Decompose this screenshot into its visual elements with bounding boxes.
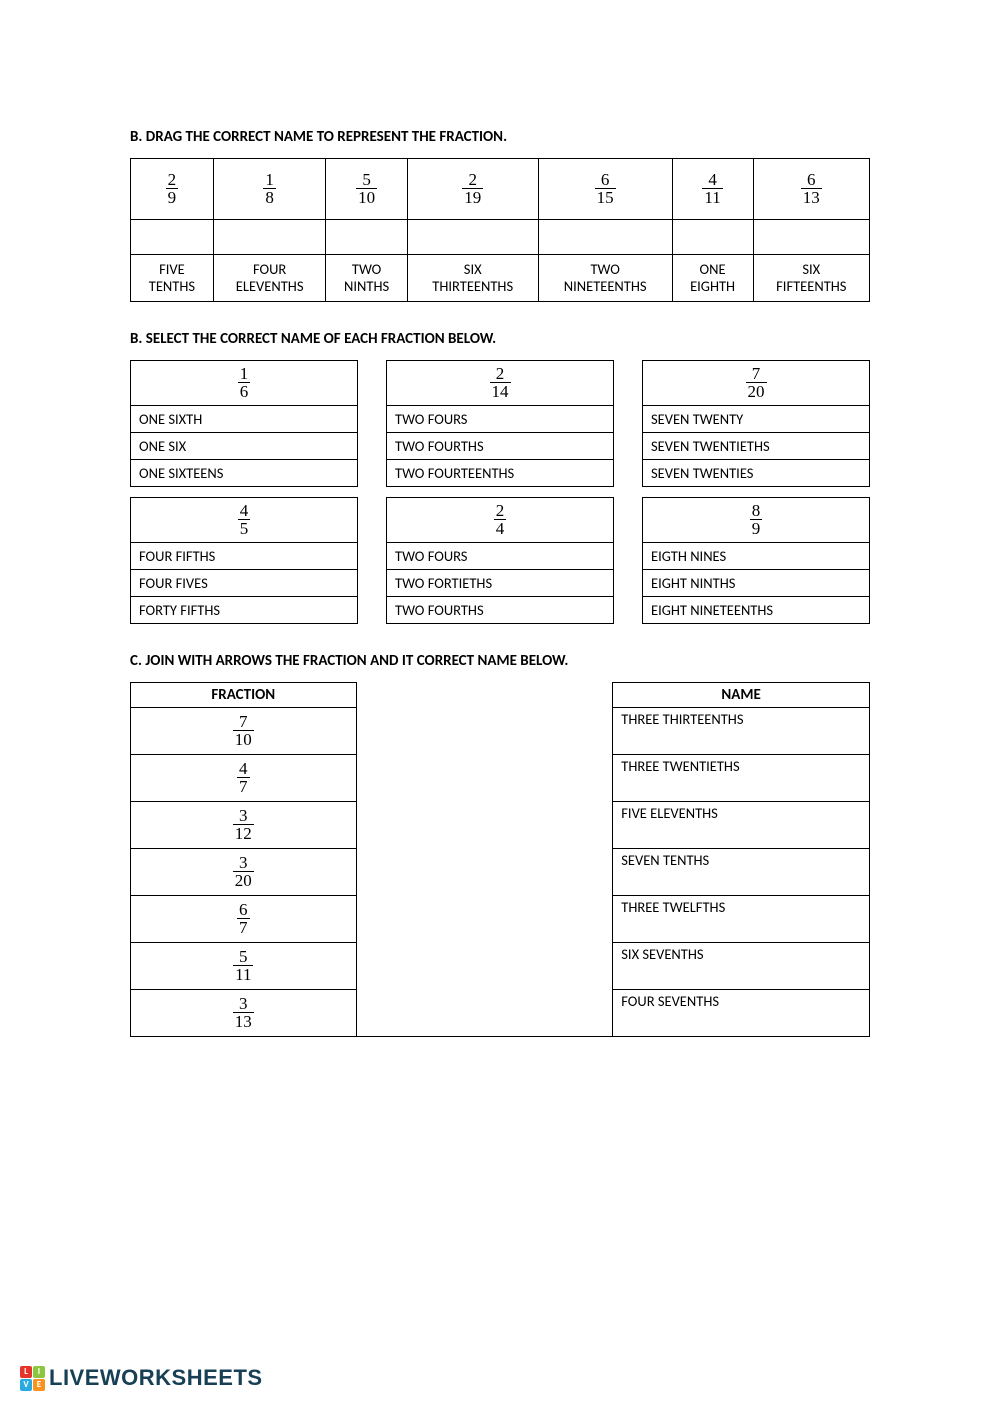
join-name[interactable]: FOUR SEVENTHS (613, 990, 870, 1037)
join-fraction[interactable]: 67 (131, 896, 357, 943)
select-group-2: 45 FOUR FIFTHS FOUR FIVES FORTY FIFTHS 2… (130, 497, 870, 624)
section-b1-title: B. DRAG THE CORRECT NAME TO REPRESENT TH… (130, 128, 870, 146)
select-option[interactable]: FOUR FIFTHS (131, 543, 358, 570)
select-option[interactable]: ONE SIXTEENS (131, 460, 358, 487)
select-option[interactable]: EIGHT NINTHS (643, 570, 870, 597)
join-name[interactable]: THREE TWELFTHS (613, 896, 870, 943)
join-name[interactable]: THREE TWENTIETHS (613, 755, 870, 802)
join-fraction[interactable]: 710 (131, 708, 357, 755)
join-header-name: NAME (613, 683, 870, 708)
select-option[interactable]: TWO FOURS (387, 406, 614, 433)
section-b2-title: B. SELECT THE CORRECT NAME OF EACH FRACT… (130, 330, 870, 348)
join-fraction[interactable]: 47 (131, 755, 357, 802)
drag-fraction-row: 29 18 510 219 615 411 613 (131, 159, 870, 220)
select-option[interactable]: TWO FORTIETHS (387, 570, 614, 597)
section-c-title: C. JOIN WITH ARROWS THE FRACTION AND IT … (130, 652, 870, 670)
select-option[interactable]: TWO FOURTHS (387, 597, 614, 624)
drag-label[interactable]: FOURELEVENTHS (213, 255, 326, 302)
join-fraction[interactable]: 511 (131, 943, 357, 990)
select-option[interactable]: SEVEN TWENTIES (643, 460, 870, 487)
drag-label[interactable]: ONEEIGHTH (672, 255, 753, 302)
draggable-labels-row[interactable]: FIVETENTHS FOURELEVENTHS TWONINTHS SIXTH… (131, 255, 870, 302)
select-option[interactable]: FOUR FIVES (131, 570, 358, 597)
join-name[interactable]: SIX SEVENTHS (613, 943, 870, 990)
select-option[interactable]: EIGHT NINETEENTHS (643, 597, 870, 624)
drag-label[interactable]: SIXTHIRTEENTHS (407, 255, 538, 302)
drag-label[interactable]: FIVETENTHS (131, 255, 214, 302)
join-fraction[interactable]: 320 (131, 849, 357, 896)
brand-text: LIVEWORKSHEETS (49, 1365, 263, 1391)
select-option[interactable]: TWO FOURS (387, 543, 614, 570)
select-option[interactable]: EIGTH NINES (643, 543, 870, 570)
drag-label[interactable]: SIXFIFTEENTHS (753, 255, 869, 302)
drop-target-row[interactable] (131, 220, 870, 255)
join-fraction[interactable]: 312 (131, 802, 357, 849)
drag-label[interactable]: TWONINTHS (326, 255, 407, 302)
drag-label[interactable]: TWONINETEENTHS (538, 255, 672, 302)
select-option[interactable]: ONE SIXTH (131, 406, 358, 433)
join-header-fraction: FRACTION (131, 683, 357, 708)
brand-logo-icon: L I V E (20, 1366, 45, 1391)
join-fraction[interactable]: 313 (131, 990, 357, 1037)
select-option[interactable]: ONE SIX (131, 433, 358, 460)
drag-table: 29 18 510 219 615 411 613 FIVETENTHS FOU… (130, 158, 870, 302)
select-group-1: 16 ONE SIXTH ONE SIX ONE SIXTEENS 214 TW… (130, 360, 870, 487)
footer-brand: L I V E LIVEWORKSHEETS (20, 1365, 263, 1391)
join-name[interactable]: SEVEN TENTHS (613, 849, 870, 896)
select-option[interactable]: TWO FOURTHS (387, 433, 614, 460)
select-option[interactable]: SEVEN TWENTY (643, 406, 870, 433)
join-table: FRACTION NAME 710 THREE THIRTEENTHS 47 THRE… (130, 682, 870, 1037)
select-option[interactable]: TWO FOURTEENTHS (387, 460, 614, 487)
select-option[interactable]: SEVEN TWENTIETHS (643, 433, 870, 460)
select-option[interactable]: FORTY FIFTHS (131, 597, 358, 624)
join-name[interactable]: FIVE ELEVENTHS (613, 802, 870, 849)
join-name[interactable]: THREE THIRTEENTHS (613, 708, 870, 755)
